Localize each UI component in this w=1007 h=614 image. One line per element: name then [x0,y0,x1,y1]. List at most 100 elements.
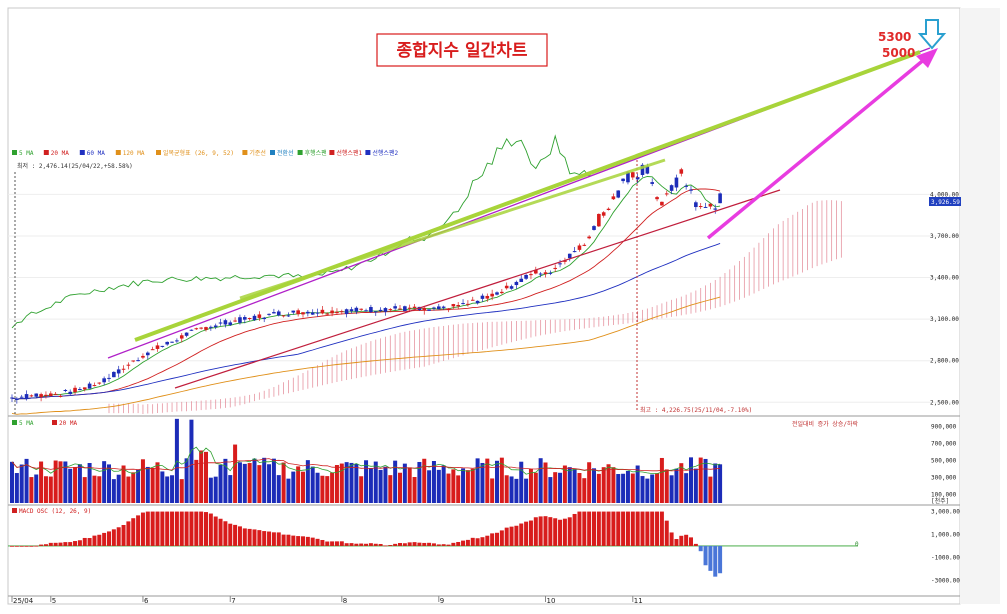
candle-body [320,309,325,314]
macd-osc-bar [378,544,383,546]
candle-body [655,197,659,200]
volume-bar [587,462,592,503]
macd-osc-bar [73,541,78,546]
ichimoku-cloud [108,200,842,415]
candle-body [601,212,606,216]
candle-body [664,193,669,195]
candle-body [112,371,116,378]
candle-body [82,387,87,390]
macd-osc-bar [708,545,713,571]
macd-osc-bar [48,542,53,546]
macd-osc-bar [359,543,364,546]
volume-bar [354,463,359,503]
volume-bar [490,478,495,503]
volume-bar [97,476,102,503]
volume-bar [92,475,97,503]
volume-bar [344,462,349,503]
macd-osc-bar [567,517,572,546]
volume-bar [402,463,407,503]
macd-osc-bar [344,543,349,546]
macd-osc-bar [558,519,563,546]
candle-body [514,281,519,286]
current-price-box [929,197,961,206]
macd-osc-bar [252,529,257,546]
macd-osc-bar [548,517,553,546]
candle-body [228,322,233,325]
target-low-label: 5000 [882,46,915,60]
legend-swatch [270,150,275,155]
macd-osc-bar [398,543,402,546]
candle-body [87,383,92,389]
volume-bar [116,474,121,503]
candle-body [204,327,208,330]
volume-bar [102,461,107,503]
candle-body [475,300,480,304]
macd-osc-bar [116,527,121,546]
candle-body [19,396,24,398]
macd-osc-bar [325,541,330,546]
macd-osc-bar [43,544,48,546]
axis-ticks: 4,000.00 3,700.00 3,400.00 3,100.00 2,800.00… [11,191,960,605]
candle-body [553,267,557,269]
macd-osc-bar [621,511,626,546]
legend-swatch [43,150,49,155]
macd-osc-bar [131,518,136,546]
candle-body [640,164,645,175]
macd-osc-bar [160,511,165,546]
volume-bar [48,476,53,503]
macd-osc-bar [514,525,519,546]
volume-bar [679,463,684,503]
macd-osc-bar [63,542,68,546]
candle-body [548,272,553,274]
volume-bar [223,458,228,503]
macd-osc-bar [296,536,301,546]
volume-bar [674,468,679,503]
down-arrow-icon [917,19,947,50]
macd-osc-bar [698,545,703,552]
candle-body [441,306,446,308]
volume-bar [407,467,412,503]
candle-body [456,305,460,307]
volume-bar [126,476,131,503]
candle-body [78,388,82,391]
volume-bar [611,467,616,503]
legend-label: 일목균형표 (26, 9, 52) [163,149,234,157]
candle-body [296,310,300,315]
volume-bar [184,458,189,503]
candle-body [306,311,310,314]
candle-body [660,201,664,206]
volume-bar [412,477,417,503]
current-price-label: 3,926.59 [931,199,960,206]
legend-swatch [115,150,121,155]
macd-osc-bar [53,542,58,546]
candle-body [587,236,591,239]
volume-bar [640,476,645,503]
macd-osc-bar [606,511,611,546]
macd-osc-bar [422,542,427,546]
macd-osc-bar [208,513,213,546]
volume-bar [121,465,126,503]
candle-body [107,377,111,379]
candle-body [330,310,334,314]
macd-osc-bar [68,542,73,546]
candle-body [597,213,601,227]
candle-body [383,308,388,312]
macd-legend-swatch [12,508,17,513]
macd-osc-bar [87,538,92,546]
candle-body [213,325,218,327]
macd-tick-label: 1,000.00 [931,531,960,538]
macd-osc-bar [194,511,199,546]
ma120-line [11,296,721,415]
macd-osc-bar [407,542,412,546]
macd-osc-bar [223,521,228,546]
candle-body [412,306,417,308]
macd-osc-bar [305,536,310,546]
macd-osc-bar [92,535,97,546]
macd-osc-bar [393,543,398,546]
volume-bar [68,468,73,503]
macd-osc-bar [237,526,242,546]
volume-bar [194,459,199,503]
volume-bar [383,466,388,503]
volume-bar [664,469,669,503]
